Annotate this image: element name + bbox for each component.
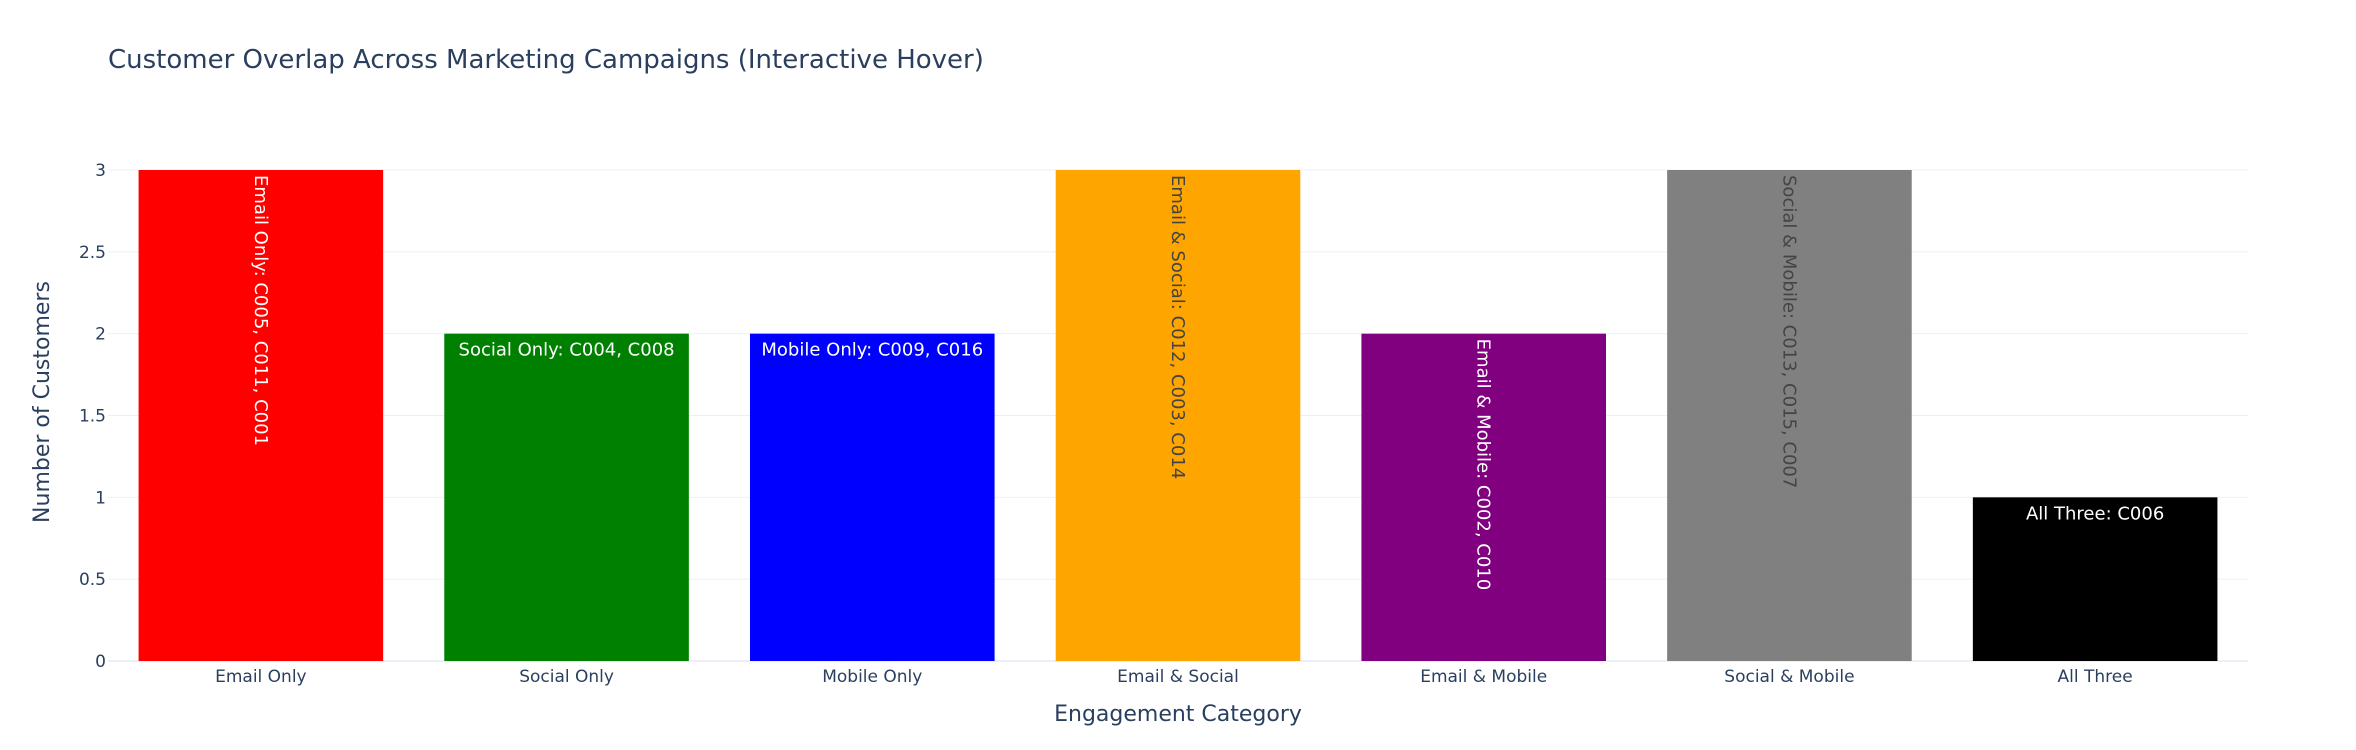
y-tick-label: 2.5 — [79, 243, 106, 263]
bar[interactable] — [444, 333, 689, 661]
y-tick-labels: 0 0.5 1 1.5 2 2.5 3 — [79, 161, 106, 672]
y-axis-title: Number of Customers — [30, 281, 55, 523]
y-tick-label: 0 — [95, 652, 106, 672]
bar[interactable] — [1972, 497, 2218, 661]
bar-labels: Email Only: C005, C011, C001 Social Only:… — [250, 175, 2164, 590]
bar-data-label: Mobile Only: C009, C016 — [761, 340, 983, 361]
bar[interactable] — [750, 333, 995, 661]
bar[interactable] — [138, 170, 384, 661]
bar-data-label: Email & Social: C012, C003, C014 — [1167, 175, 1188, 479]
y-tick-label: 1.5 — [79, 407, 106, 427]
x-tick-label: All Three — [2058, 667, 2133, 687]
bars — [138, 170, 2218, 661]
y-tick-label: 1 — [95, 488, 106, 508]
x-tick-label: Email & Social — [1117, 667, 1239, 687]
x-tick-label: Mobile Only — [822, 667, 922, 687]
bar-data-label: Email Only: C005, C011, C001 — [250, 175, 271, 446]
x-tick-label: Social & Mobile — [1724, 667, 1854, 687]
y-tick-label: 0.5 — [79, 570, 106, 590]
x-axis-title: Engagement Category — [1054, 702, 1302, 727]
bar-data-label: All Three: C006 — [2026, 503, 2164, 524]
bar[interactable] — [1667, 170, 1912, 661]
bar[interactable] — [1361, 333, 1606, 661]
x-tick-labels: Email Only Social Only Mobile Only Email & … — [215, 667, 2133, 687]
x-tick-label: Email Only — [215, 667, 307, 687]
bar-data-label: Email & Mobile: C002, C010 — [1473, 339, 1494, 591]
y-tick-label: 3 — [95, 161, 106, 181]
x-tick-label: Social Only — [519, 667, 614, 687]
y-tick-label: 2 — [95, 325, 106, 345]
bar[interactable] — [1055, 170, 1301, 661]
bar-data-label: Social & Mobile: C013, C015, C007 — [1778, 175, 1799, 488]
bar-data-label: Social Only: C004, C008 — [459, 340, 675, 361]
chart-title: Customer Overlap Across Marketing Campai… — [108, 45, 984, 75]
x-tick-label: Email & Mobile — [1420, 667, 1547, 687]
